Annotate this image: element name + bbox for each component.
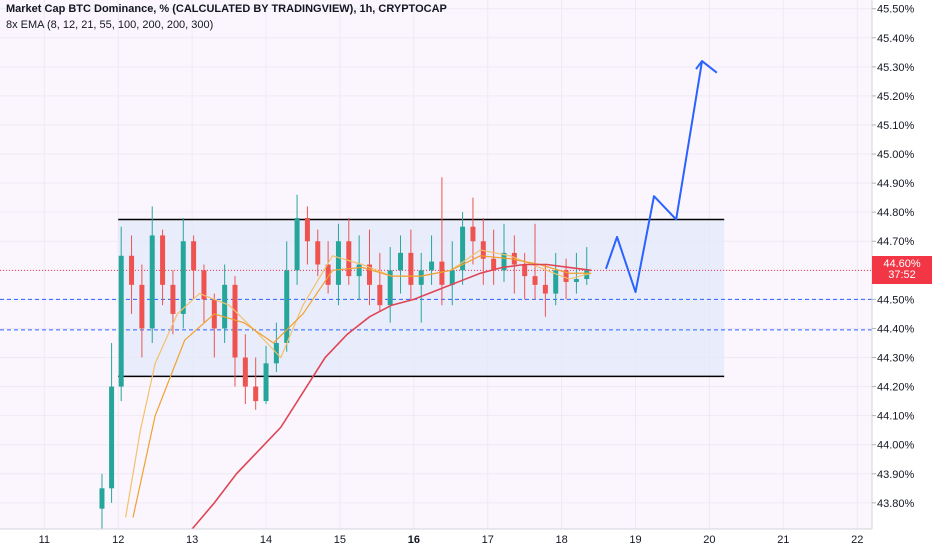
price-tick-label: 45.40% xyxy=(877,33,915,45)
price-tick-label: 45.00% xyxy=(877,149,915,161)
bar-countdown: 37:52 xyxy=(872,269,932,284)
indicator-label[interactable]: 8x EMA (8, 12, 21, 55, 100, 200, 200, 30… xyxy=(6,19,214,31)
time-tick-label: 21 xyxy=(777,534,789,546)
candle-body xyxy=(222,284,228,329)
candle-body xyxy=(460,226,466,271)
price-tick-label: 44.10% xyxy=(877,411,915,423)
price-tick-label: 44.50% xyxy=(877,294,915,306)
candle-body xyxy=(201,270,207,300)
price-tick-label: 43.80% xyxy=(877,498,915,510)
candle-body xyxy=(346,241,352,277)
candle-body xyxy=(99,488,105,509)
time-tick-label: 13 xyxy=(186,534,198,546)
time-tick-label: 14 xyxy=(260,534,272,546)
price-tick-label: 44.20% xyxy=(877,382,915,394)
candle-body xyxy=(191,241,197,271)
time-tick-label: 15 xyxy=(334,534,346,546)
candle-body xyxy=(532,276,538,285)
candle-body xyxy=(501,252,507,271)
candle-body xyxy=(398,252,404,271)
candle-body xyxy=(284,270,290,343)
price-tick-label: 44.80% xyxy=(877,207,915,219)
candle-body xyxy=(522,264,528,277)
candle-body xyxy=(315,241,321,265)
price-tick-label: 44.40% xyxy=(877,323,915,335)
candle-body xyxy=(511,252,517,265)
candle-body xyxy=(491,258,497,271)
candle-body xyxy=(160,235,166,285)
candle-body xyxy=(553,270,559,294)
price-tick-label: 44.70% xyxy=(877,236,915,248)
candle-body xyxy=(170,284,176,314)
price-tick-label: 43.90% xyxy=(877,469,915,481)
price-tick-label: 44.00% xyxy=(877,440,915,452)
candle-body xyxy=(542,284,548,294)
time-tick-label: 18 xyxy=(556,534,568,546)
dashed-levels xyxy=(0,298,872,331)
candle-body xyxy=(232,284,238,358)
ema-line xyxy=(125,249,592,518)
candle-body xyxy=(418,270,424,285)
candle-body xyxy=(294,217,300,271)
price-tick-label: 45.20% xyxy=(877,91,915,103)
price-tick-label: 45.50% xyxy=(877,4,915,16)
candle-body xyxy=(366,264,372,285)
candle-body xyxy=(109,386,115,489)
time-tick-label: 20 xyxy=(703,534,715,546)
candle-body xyxy=(129,255,135,285)
candle-body xyxy=(470,226,476,242)
price-tick-label: 45.30% xyxy=(877,62,915,74)
ema-lines xyxy=(125,249,592,530)
projection-path[interactable] xyxy=(605,60,704,294)
candle-body xyxy=(573,279,579,282)
price-tick-label: 44.90% xyxy=(877,178,915,190)
projection-arrowhead[interactable] xyxy=(695,60,718,74)
price-tick-label: 45.10% xyxy=(877,120,915,132)
time-tick-label: 12 xyxy=(112,534,124,546)
ema-line xyxy=(191,263,592,530)
time-tick-label: 19 xyxy=(629,534,641,546)
time-tick-label: 22 xyxy=(851,534,863,546)
time-axis[interactable]: 11 12 13 14 15 16 17 18 19 20 21 22 xyxy=(0,528,932,550)
candle-body xyxy=(377,284,383,306)
time-tick-label: 16 xyxy=(408,534,420,546)
time-tick-label: 11 xyxy=(39,534,50,546)
time-axis-background xyxy=(0,529,932,550)
candles xyxy=(99,177,590,529)
candle-body xyxy=(439,261,445,285)
candle-body xyxy=(356,264,362,277)
ema-line xyxy=(132,255,592,518)
candle-body xyxy=(139,284,145,329)
candle-body xyxy=(449,270,455,285)
price-tick-label: 44.30% xyxy=(877,353,915,365)
candle-body xyxy=(408,252,414,285)
candle-body xyxy=(563,270,569,282)
candle-body xyxy=(387,270,393,306)
candle-body xyxy=(263,363,269,402)
candle-body xyxy=(253,386,259,402)
candle-body xyxy=(242,357,248,387)
candle-body xyxy=(429,261,435,271)
candle-body xyxy=(304,217,310,242)
current-price-tag: 44.60% xyxy=(872,256,932,271)
candle-body xyxy=(118,255,124,387)
candle-body xyxy=(335,241,341,285)
candle-body xyxy=(325,264,331,285)
candle-body xyxy=(149,235,155,329)
chart-title: Market Cap BTC Dominance, % (CALCULATED … xyxy=(6,3,447,15)
time-tick-label: 17 xyxy=(482,534,494,546)
candle-body xyxy=(180,241,186,314)
